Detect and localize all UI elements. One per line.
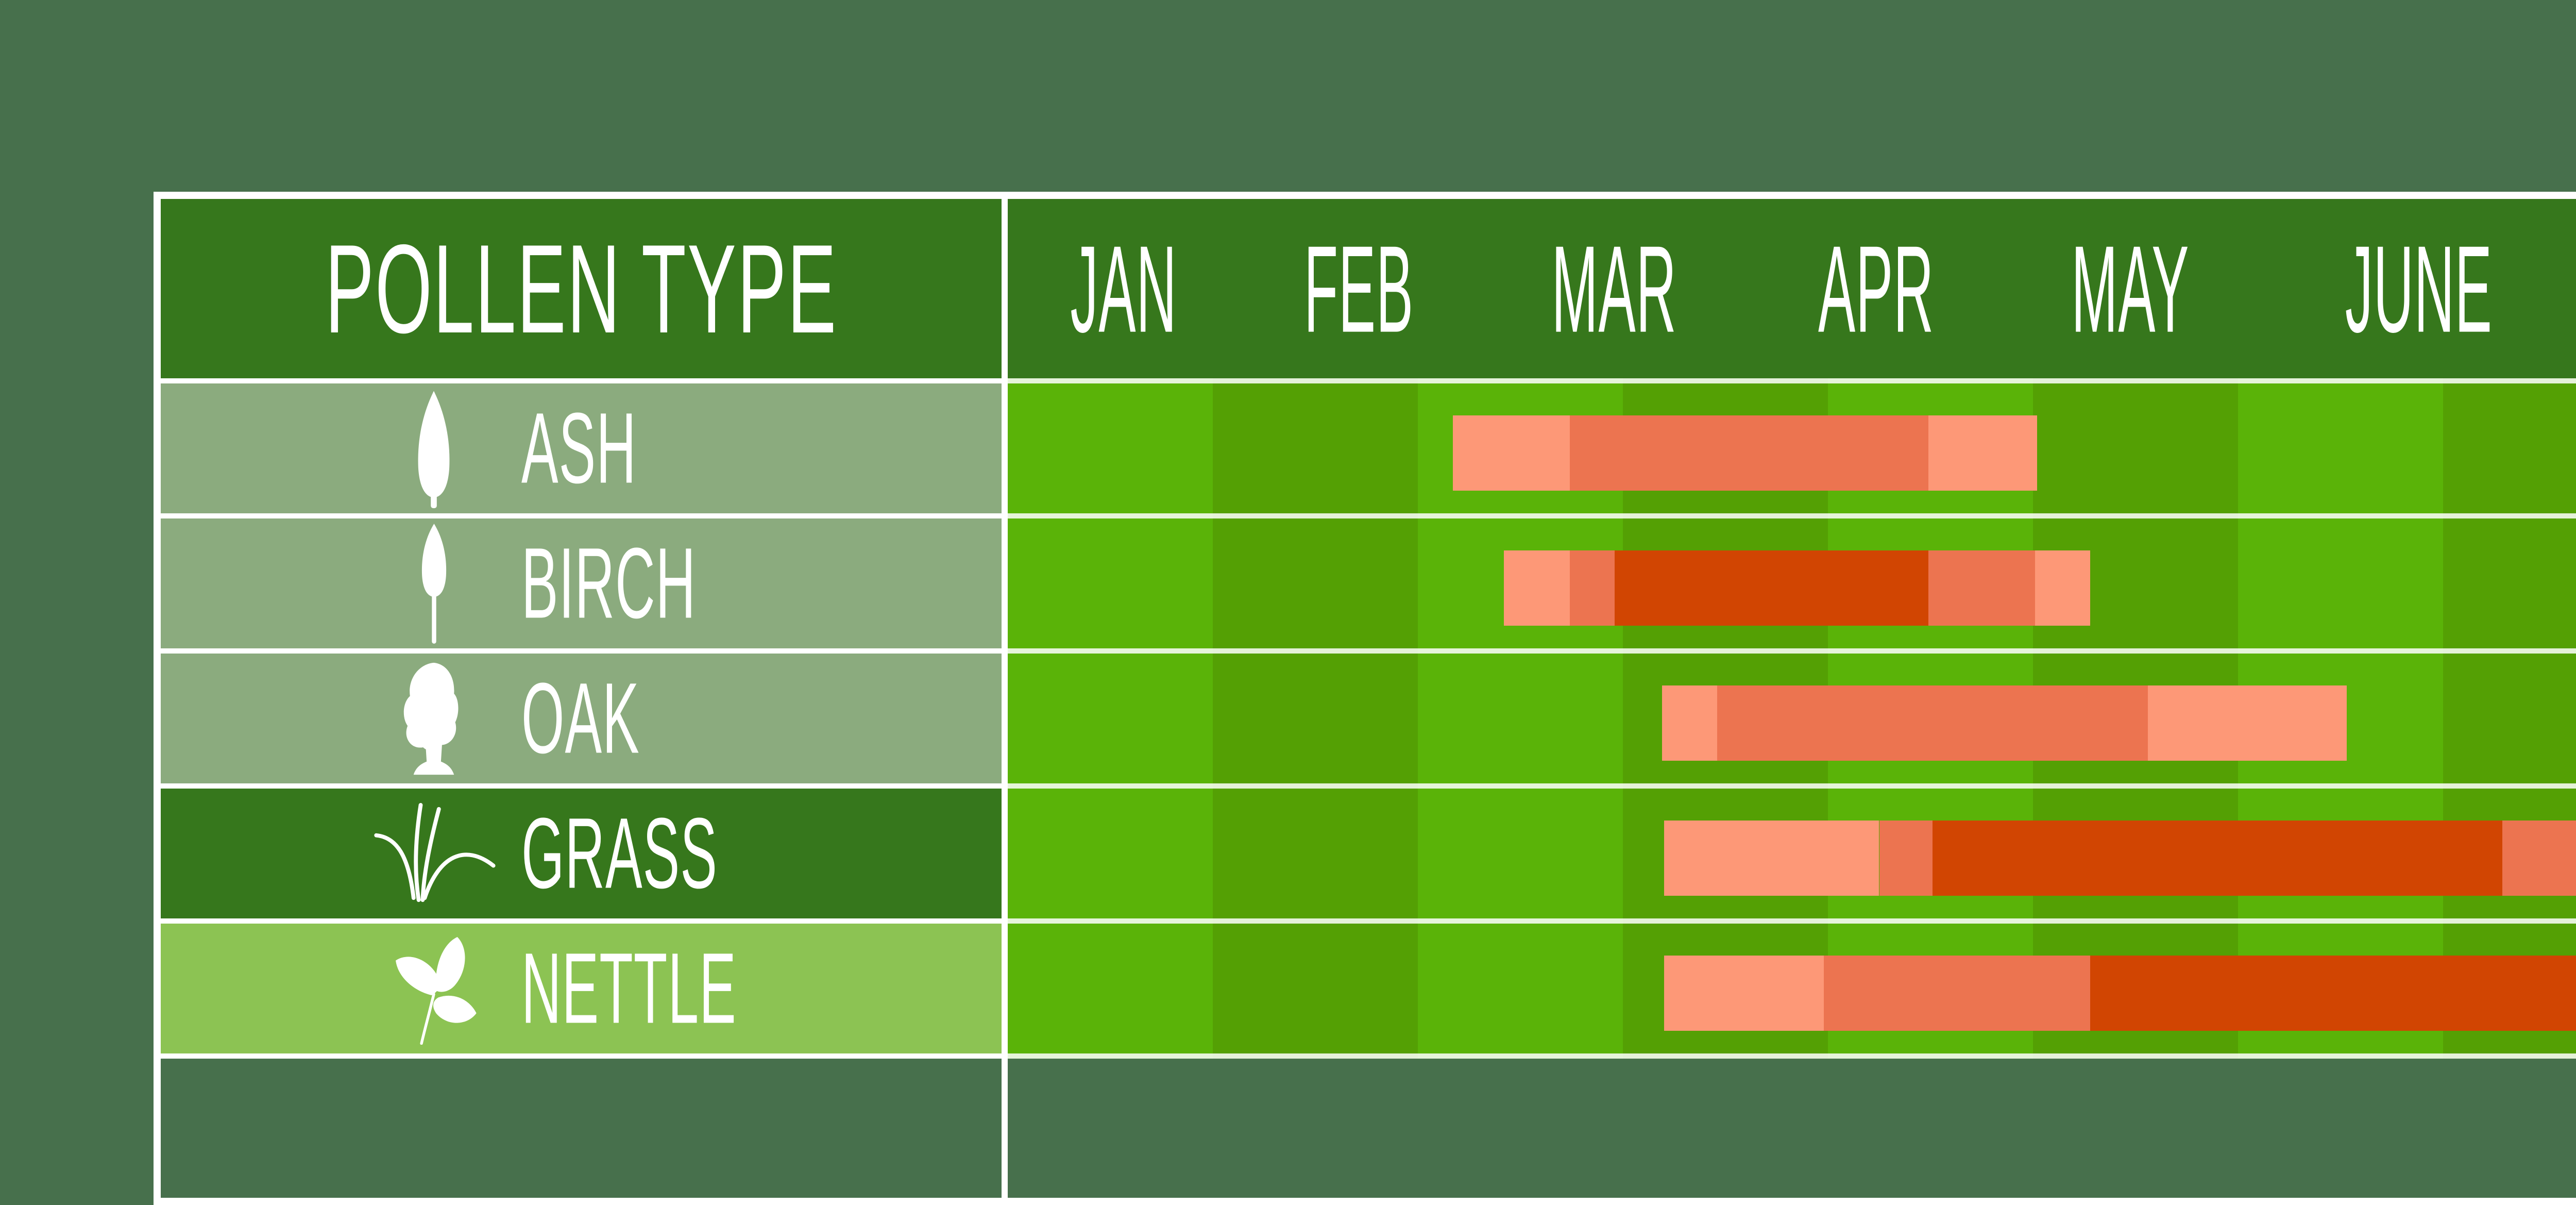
nettle-leaf-icon [326,924,542,1053]
pollen-type-header-cell: POLLEN TYPE [161,199,1002,378]
grass-icon [326,789,542,918]
pollen-chart-area [1008,378,2576,1059]
row-label-grass: GRASS [161,789,1002,918]
row-label-nettle: NETTLE [161,924,1002,1053]
pollen-bar-segment-birch-medium [1569,550,1615,626]
pollen-bar-segment-grass-medium [1879,821,1933,896]
month-column-stripe-feb [1213,378,1418,1059]
row-label-text: ASH [521,392,637,505]
pollen-bar-segment-birch-high [1615,550,1929,626]
month-column-stripe-jan [1008,378,1213,1059]
empty-row-chart-cell [1008,1059,2576,1198]
pollen-type-title: POLLEN TYPE [325,217,838,359]
pollen-calendar-table: POLLEN TYPE JANFEBMARAPRMAYJUNEJULYAUGSE… [154,192,2576,1205]
row-label-text: NETTLE [521,932,737,1045]
empty-row-label-cell [161,1059,1002,1198]
pollen-bar-segment-ash-low [1452,415,1570,491]
pollen-bar-segment-ash-low [1928,415,2037,491]
month-column-stripe-aug [2443,378,2576,1059]
ash-tree-icon [326,383,542,513]
pollen-bar-segment-oak-medium [1717,685,2148,761]
row-grid-line [1008,648,2576,654]
row-grid-line [1008,513,2576,518]
row-grid-line [1008,918,2576,924]
pollen-bar-segment-oak-low [2147,685,2347,761]
pollen-bar-segment-nettle-low [1664,956,1824,1031]
row-grid-line [1008,378,2576,383]
pollen-bar-segment-birch-low [1504,550,1570,626]
month-column-stripe-mar [1418,378,1623,1059]
pollen-bar-segment-nettle-high [2090,956,2576,1031]
pollen-bar-segment-grass-low [1664,821,1879,896]
pollen-bar-segment-ash-medium [1569,415,1929,491]
month-header-mar: MAR [1551,219,1677,358]
birch-tree-icon [326,518,542,648]
month-header-jan: JAN [1070,219,1177,358]
row-label-text: OAK [521,662,640,775]
month-header-apr: APR [1818,219,1935,358]
pollen-bar-segment-birch-medium [1928,550,2035,626]
row-label-text: BIRCH [521,527,697,640]
oak-tree-icon [326,654,542,783]
month-header-june: JUNE [2345,219,2493,358]
row-grid-line [1008,783,2576,789]
month-header-row: JANFEBMARAPRMAYJUNEJULYAUGSEPT [1008,199,2576,378]
pollen-bar-segment-grass-high [1932,821,2503,896]
pollen-bar-segment-nettle-medium [1824,956,2091,1031]
month-header-may: MAY [2071,219,2190,358]
row-label-oak: OAK [161,654,1002,783]
pollen-bar-segment-birch-low [2035,550,2091,626]
row-label-text: GRASS [521,797,718,910]
pollen-bar-segment-grass-medium [2502,821,2576,896]
row-label-birch: BIRCH [161,518,1002,648]
month-header-feb: FEB [1303,219,1414,358]
pollen-bar-segment-oak-low [1662,685,1718,761]
row-label-ash: ASH [161,383,1002,513]
row-grid-line [1008,1053,2576,1059]
